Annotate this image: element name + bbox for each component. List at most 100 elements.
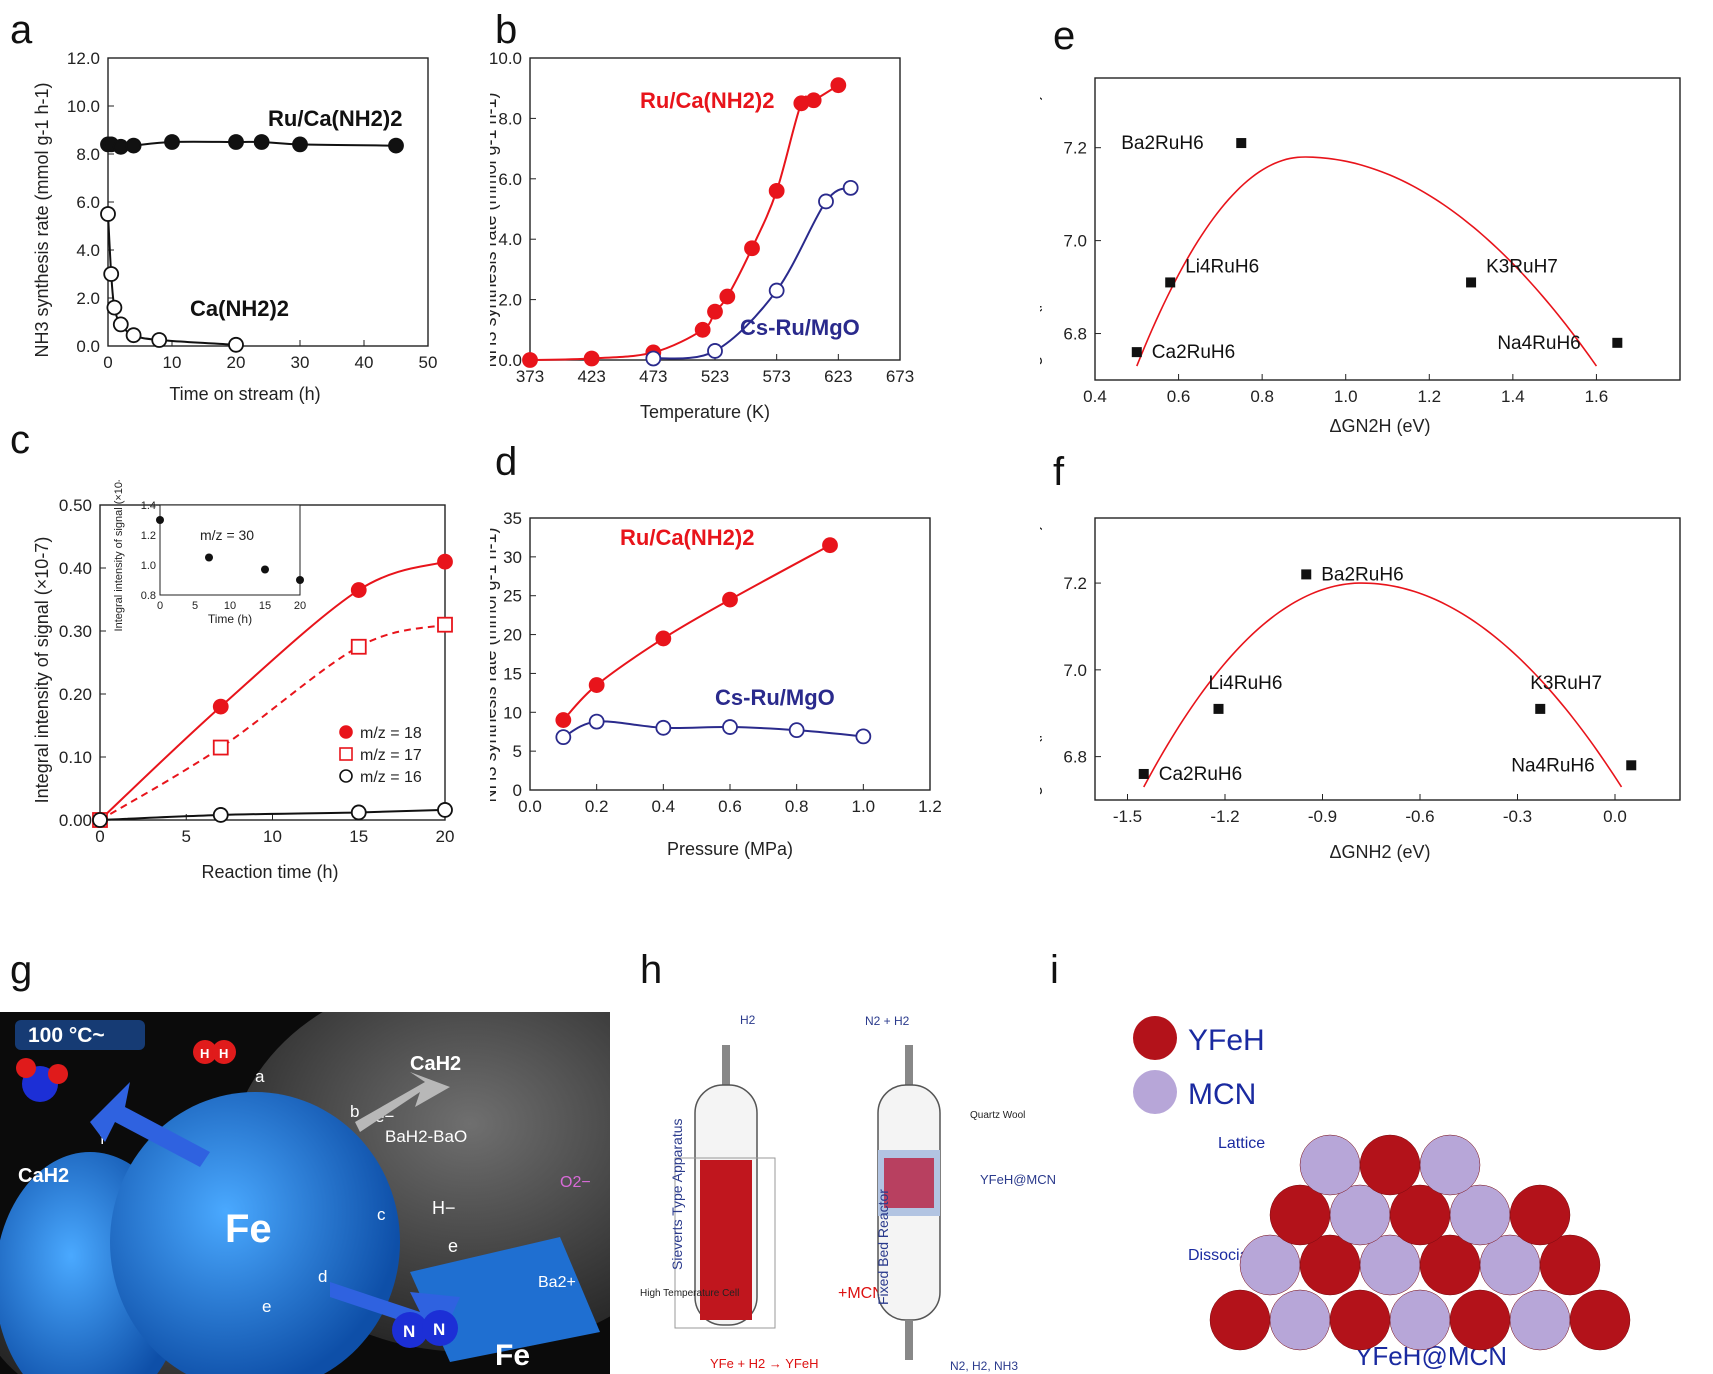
high-temp-cell-label: High Temperature Cell	[640, 1288, 739, 1299]
x-tick-label-a: 10	[163, 353, 182, 372]
point-label-e-4: Na4RuH6	[1497, 333, 1580, 354]
x-tick-label-b: 573	[762, 367, 790, 386]
fe-sphere	[110, 1092, 400, 1374]
fe-slab-label: Fe	[495, 1339, 530, 1372]
inset-x-tick-c: 10	[224, 600, 236, 612]
y-tick-label-e: 7.2	[1063, 139, 1087, 158]
data-point-a-0	[164, 134, 180, 150]
y-tick-label-c: 0.40	[59, 559, 92, 578]
cah2-label-right: CaH2	[410, 1053, 461, 1075]
inset-annotation-c: m/z = 30	[200, 527, 254, 543]
data-point-d-0	[822, 537, 838, 554]
y-tick-label-b: 10.0	[490, 49, 522, 68]
data-point-a-1	[106, 299, 123, 316]
data-point-a-0	[228, 134, 244, 150]
data-point-c-2	[92, 812, 108, 828]
inset-point-c	[205, 553, 213, 562]
outlet-label: N2, H2, NH3	[950, 1359, 1018, 1373]
y-tick-label-b: 8.0	[498, 109, 522, 128]
x-tick-label-a: 30	[291, 353, 310, 372]
data-point-b-1	[842, 179, 859, 196]
data-point-d-1	[555, 729, 572, 746]
scatter-point-f-1	[1213, 703, 1224, 714]
x-tick-label-d: 0.2	[585, 797, 609, 816]
chart-d: 0.0 0.2 0.4 0.6 0.8 1.0 1.2 0 5 10 15 20 25 30 35 Press…	[490, 509, 942, 859]
chart-e: 0.4 0.6 0.8 1.0 1.2 1.4 1.6 6.8 7.0 7.2 ΔGN2H (eV)…	[1040, 77, 1681, 436]
lattice-sphere	[1359, 1234, 1421, 1296]
n-atom-1	[392, 1312, 428, 1348]
cah2-label-left: CaH2	[18, 1165, 69, 1187]
inset-point-c	[156, 516, 164, 524]
legend-marker-c-2	[339, 769, 353, 783]
inset-x-tick-c: 5	[192, 600, 198, 612]
x-tick-label-c: 5	[182, 827, 191, 846]
y-tick-label-a: 12.0	[67, 49, 100, 68]
data-point-c-1	[437, 616, 453, 633]
y-tick-label-f: 6.8	[1063, 748, 1087, 767]
panel-letter-d: d	[495, 440, 518, 484]
series-label-a-1: Ca(NH2)2	[190, 296, 289, 321]
outlet-pipe	[905, 1320, 913, 1360]
panel-letter-c: c	[10, 418, 30, 462]
x-tick-label-b: 673	[886, 367, 914, 386]
data-point-b-1	[768, 282, 785, 299]
point-label-f-3: K3RuH7	[1530, 673, 1602, 694]
scatter-point-e-3	[1466, 277, 1477, 288]
data-point-b-0	[830, 77, 847, 94]
x-tick-label-f: -0.6	[1405, 807, 1434, 826]
x-axis-title-a: Time on stream (h)	[169, 384, 320, 404]
inset-x-tick-c: 15	[259, 600, 271, 612]
y-tick-label-c: 0.00	[59, 811, 92, 830]
inset-frame-c	[159, 504, 301, 596]
fit-curve-f	[1143, 582, 1623, 788]
legend-mcn-swatch	[1133, 1070, 1177, 1114]
x-tick-label-f: -0.9	[1308, 807, 1337, 826]
series-label-b-0: Ru/Ca(NH2)2	[640, 88, 774, 113]
y-axis-title-e: Log rate (μmol molAMnRuHm-1 h-1)	[1040, 94, 1042, 385]
y-tick-label-d: 20	[503, 626, 522, 645]
temp-badge	[15, 1020, 145, 1050]
data-point-b-0	[744, 240, 760, 257]
x-tick-label-e: 0.6	[1167, 387, 1191, 406]
x-tick-label-e: 1.4	[1501, 387, 1525, 406]
data-point-b-1	[818, 193, 834, 210]
step-d: d	[318, 1267, 327, 1286]
panel-i-svg: YFeH MCN Lattice Dissociated YFeH@MCN	[1133, 1016, 1631, 1371]
h2-inlet-label: H2	[740, 1013, 756, 1027]
data-point-c-1	[350, 638, 367, 655]
fe-label: Fe	[225, 1207, 272, 1251]
chart-b: 373 423 473 523 573 623 673 0.0 2.0 4.0 6.0 8.0 10.0…	[490, 49, 914, 422]
y-tick-label-f: 7.0	[1063, 661, 1087, 680]
y-tick-label-c: 0.30	[59, 622, 92, 641]
x-tick-label-d: 0.6	[718, 797, 742, 816]
data-point-d-1	[855, 728, 872, 745]
data-point-b-0	[522, 352, 538, 368]
x-axis-title-f: ΔGNH2 (eV)	[1329, 842, 1430, 862]
x-tick-label-e: 0.4	[1083, 387, 1107, 406]
inset-point-c	[261, 565, 269, 574]
lattice-sphere	[1269, 1184, 1331, 1246]
point-label-e-0: Ba2RuH6	[1121, 133, 1203, 154]
y-tick-label-a: 10.0	[67, 97, 100, 116]
nh3-h1	[48, 1064, 68, 1084]
point-label-e-3: K3RuH7	[1486, 256, 1558, 277]
x-tick-label-f: -1.2	[1210, 807, 1239, 826]
data-point-b-0	[768, 182, 785, 199]
plot-frame-d	[529, 517, 931, 791]
y-tick-label-d: 15	[503, 664, 522, 683]
x-tick-label-c: 10	[263, 827, 282, 846]
panel-letter-i: i	[1050, 948, 1059, 992]
yfeh-mcn-label: YFeH@MCN	[980, 1172, 1056, 1187]
data-point-a-1	[103, 266, 120, 282]
series-line-c-0	[99, 560, 446, 821]
point-label-f-0: Ba2RuH6	[1321, 564, 1403, 585]
scatter-point-e-4	[1612, 337, 1623, 348]
x-tick-label-b: 523	[701, 367, 729, 386]
y-tick-label-d: 0	[513, 781, 522, 800]
y-tick-label-d: 30	[503, 548, 522, 567]
inset-x-tick-c: 20	[294, 600, 306, 612]
lattice-sphere	[1389, 1289, 1451, 1351]
panel-letter-f: f	[1053, 450, 1065, 494]
high-temp-cell	[674, 1157, 776, 1329]
x-tick-label-c: 20	[436, 827, 455, 846]
